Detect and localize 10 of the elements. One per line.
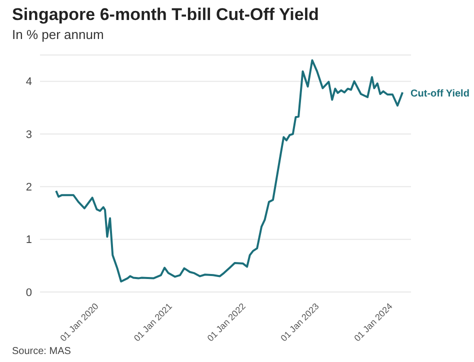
chart-subtitle: In % per annum [12, 27, 104, 42]
chart-title: Singapore 6-month T-bill Cut-Off Yield [12, 5, 319, 25]
y-tick-label: 2 [26, 182, 32, 194]
y-tick-label: 1 [26, 234, 32, 246]
y-tick-label: 0 [26, 286, 32, 299]
y-tick-label: 4 [26, 76, 32, 88]
series-label: Cut-off Yield [410, 88, 470, 100]
line-series [55, 59, 404, 282]
y-tick-label: 3 [26, 128, 32, 141]
source-note: Source: MAS [12, 346, 71, 357]
